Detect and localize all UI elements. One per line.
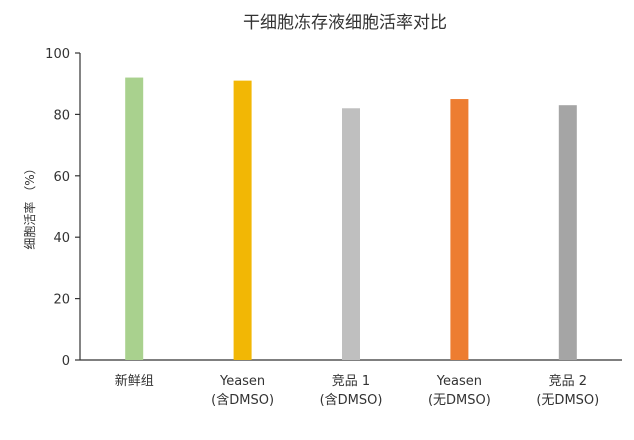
bar	[233, 80, 252, 360]
x-tick-label: Yeasen	[219, 374, 265, 389]
y-tick-label: 20	[53, 293, 70, 308]
y-ticks: 0 20 40 60 80 100	[45, 47, 80, 369]
y-tick-label: 0	[62, 354, 70, 369]
y-tick-label: 40	[53, 231, 70, 246]
y-tick-label: 80	[53, 108, 70, 123]
x-tick-label: 新鲜组	[115, 373, 154, 389]
y-tick-label: 100	[45, 47, 70, 62]
x-tick-label: 竞品 1	[332, 373, 370, 389]
x-tick-sublabel: (无DMSO)	[536, 393, 599, 408]
x-tick-label: Yeasen	[436, 374, 482, 389]
x-tick-sublabel: (无DMSO)	[428, 393, 491, 408]
chart-title: 干细胞冻存液细胞活率对比	[243, 13, 447, 33]
bar	[125, 77, 144, 360]
x-labels: 新鲜组 Yeasen (含DMSO) 竞品 1 (含DMSO) Yeasen (无DMSO)…	[115, 373, 600, 408]
bar	[342, 108, 360, 360]
y-tick-label: 60	[53, 170, 70, 185]
y-axis-label: 细胞活率 （%）	[22, 162, 37, 249]
x-tick-sublabel: (含DMSO)	[211, 392, 274, 408]
bar	[558, 105, 577, 360]
x-tick-label: 竞品 2	[549, 373, 587, 389]
bars	[125, 77, 577, 361]
x-tick-sublabel: (含DMSO)	[320, 392, 383, 408]
bar	[450, 99, 469, 361]
